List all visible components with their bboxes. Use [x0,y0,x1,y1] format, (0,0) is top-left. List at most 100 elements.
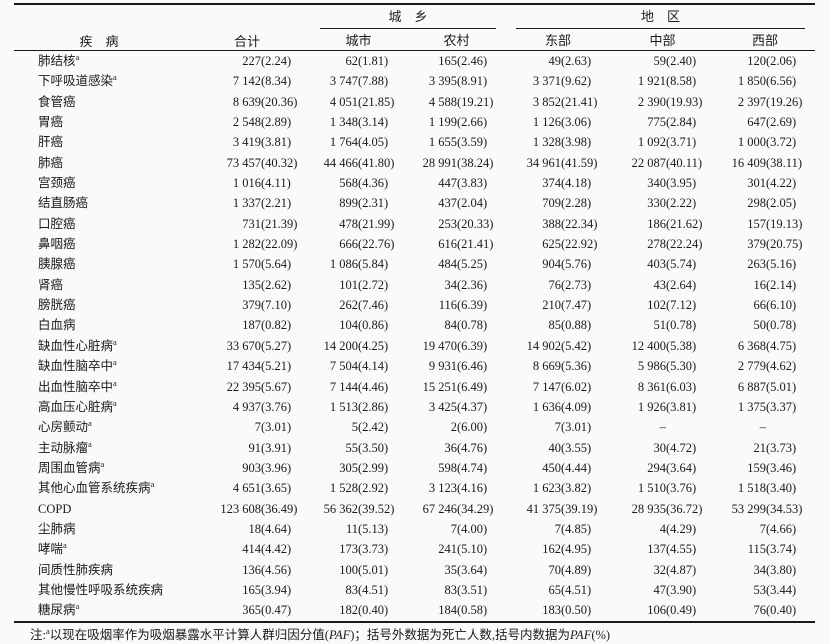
paf-value: (0.86) [358,318,389,333]
paf-value: (41.80) [358,155,395,170]
death-count: 17 434 [226,359,261,374]
death-count: 241 [438,542,458,557]
value-cell: 447 (3.83) [407,173,506,193]
paf-value: (3.55) [561,440,592,455]
disease-name: 宫颈癌 [38,176,76,191]
paf-value: (39.19) [561,501,598,516]
death-count: 100 [339,562,358,577]
death-count: 1 570 [232,257,261,272]
death-count: 899 [339,196,358,211]
value-cell: 330 (2.22) [610,193,715,213]
paf-value: (2.69) [766,115,797,130]
death-count: 330 [647,196,667,211]
value-cell: 115 (3.74) [715,539,815,559]
disease-name: 结直肠癌 [38,196,89,211]
death-count: 437 [438,196,458,211]
table-row: 肺结核a 227 (2.24) 62 (1.81) 165 (2.46) 49 (2.63) 59… [14,51,815,72]
value-cell: 34 (2.36) [407,275,506,295]
paf-value: (2.99) [358,460,389,475]
death-count: 2 397 [737,94,767,109]
paf-value: (2.73) [561,277,592,292]
value-cell: 484 (5.25) [407,254,506,274]
paf-value: (4.46) [358,379,389,394]
paf-value: (6.02) [561,379,592,394]
death-count: 173 [339,542,358,557]
paf-value: (2.86) [358,399,389,414]
disease-name: 缺血性心脏病a [38,336,117,353]
death-count: 22 395 [226,379,261,394]
paf-value: (39.52) [358,501,395,516]
death-count: 7 144 [329,379,358,394]
death-count: 210 [542,298,562,313]
death-count: 47 [653,582,667,597]
value-cell: 4 937 (3.76) [184,397,310,417]
disease-name: 胃癌 [38,115,64,130]
paf-value: (4.44) [561,460,592,475]
death-count: 6 368 [737,338,767,353]
paf-value: (2.06) [766,54,797,68]
paf-value: (3.91) [261,440,292,455]
value-cell: 3 425 (4.37) [407,397,506,417]
disease-name: COPD [38,501,72,516]
value-cell: 16 (2.14) [715,275,815,295]
paf-value: (6.49) [457,379,488,394]
table-row: 食管癌 8 639 (20.36) 4 051 (21.85) 4 588 (19.21) 3… [14,92,815,112]
paf-value: (5.01) [766,379,797,394]
death-count: 49 [548,54,562,68]
death-count: 4 [659,521,667,536]
death-count: 1 375 [737,399,767,414]
death-count: 379 [747,237,767,252]
value-cell: 55 (3.50) [310,438,407,458]
death-count: 3 425 [428,399,458,414]
value-cell: 365 (0.47) [184,600,310,621]
paf-mortality-table: 疾 病 合计 城 乡 地 区 城市 农村 东部 中部 西部 肺结核a 227 (2.… [14,3,816,623]
value-cell: 1 126 (3.06) [506,112,610,132]
death-count: 1 528 [329,481,358,496]
death-count: 165 [438,54,458,68]
value-cell: 50 (0.78) [715,315,815,335]
value-cell: 278 (22.24) [610,234,715,254]
value-cell: 1 510 (3.76) [610,478,715,498]
death-count: 775 [647,115,667,130]
paf-value: (0.78) [457,318,488,333]
footnote-marker-ref: a [113,377,117,388]
value-cell: 3 419 (3.81) [184,132,310,152]
value-cell: 7 (4.00) [407,519,506,539]
col-group-urban-rural-label: 城 乡 [320,5,497,29]
table-row: 其他心血管系统疾病a 4 651 (3.65) 1 528 (2.92) 3 123 (4.… [14,478,815,498]
paf-value: (2.40) [666,54,697,68]
death-count: 8 639 [232,94,261,109]
death-count: 159 [747,460,767,475]
paf-value: (4.85) [561,521,592,536]
value-cell: 85 (0.88) [506,315,610,335]
col-header-east: 东部 [506,29,611,51]
death-count: 115 [747,542,767,557]
col-group-region: 地 区 [506,4,815,29]
death-count: 3 371 [532,74,562,89]
value-cell: 28 935 (36.72) [610,499,715,519]
value-cell: 7 142 (8.34) [184,71,310,91]
paf-value: (4.22) [766,176,797,191]
paf-value: (5.36) [561,359,592,374]
death-count: 2 779 [737,359,767,374]
value-cell: 43 (2.64) [610,275,715,295]
disease-name: 口腔癌 [38,216,76,231]
death-count: 186 [647,216,667,231]
paf-value: (3.76) [666,481,697,496]
paf-value: (4.89) [561,562,592,577]
paf-value: (4.00) [457,521,488,536]
value-cell: 2 390 (19.93) [610,92,715,112]
value-cell: 1 000 (3.72) [715,132,815,152]
paf-value: (2.46) [457,54,488,68]
paf-value: (4.14) [358,359,389,374]
paf-value: (4.29) [666,521,697,536]
paf-value: (2.84) [666,115,697,130]
death-count: 35 [444,562,458,577]
paf-value: (4.66) [766,521,797,536]
value-cell: 3 395 (8.91) [407,71,506,91]
table-row: 其他慢性呼吸系统疾病 165 (3.94) 83 (4.51) 83 (3.51) 65 (4.… [14,580,815,600]
value-cell: 41 375 (39.19) [506,499,610,519]
value-cell: 84 (0.78) [407,315,506,335]
value-cell: 44 466 (41.80) [310,153,407,173]
death-count: 2 548 [232,115,261,130]
